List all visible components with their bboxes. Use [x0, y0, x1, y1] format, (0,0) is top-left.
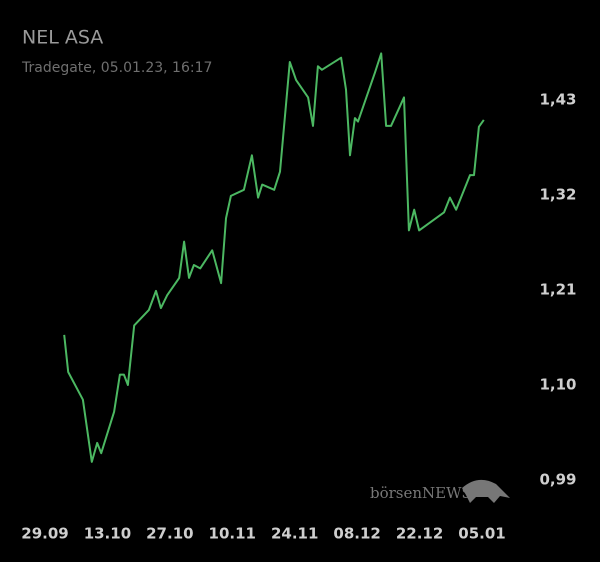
x-tick-label: 24.11	[271, 525, 318, 543]
chart-subtitle: Tradegate, 05.01.23, 16:17	[21, 60, 212, 76]
watermark: börsenNEWS	[370, 484, 472, 502]
x-tick-label: 13.10	[84, 525, 131, 543]
x-tick-label: 10.11	[209, 525, 256, 543]
x-tick-label: 05.01	[458, 525, 505, 543]
price-line	[63, 52, 485, 463]
y-tick-label: 0,99	[539, 471, 576, 489]
x-tick-label: 22.12	[396, 525, 443, 543]
watermark-bull	[462, 479, 510, 503]
y-tick-label: 1,43	[539, 91, 576, 109]
y-tick-label: 1,21	[539, 281, 576, 299]
y-tick-label: 1,32	[539, 186, 576, 204]
x-tick-label: 08.12	[333, 525, 380, 543]
x-tick-label: 27.10	[146, 525, 193, 543]
chart-title: NEL ASA	[22, 27, 103, 49]
x-tick-label: 29.09	[21, 525, 68, 543]
y-tick-label: 1,10	[539, 376, 576, 394]
